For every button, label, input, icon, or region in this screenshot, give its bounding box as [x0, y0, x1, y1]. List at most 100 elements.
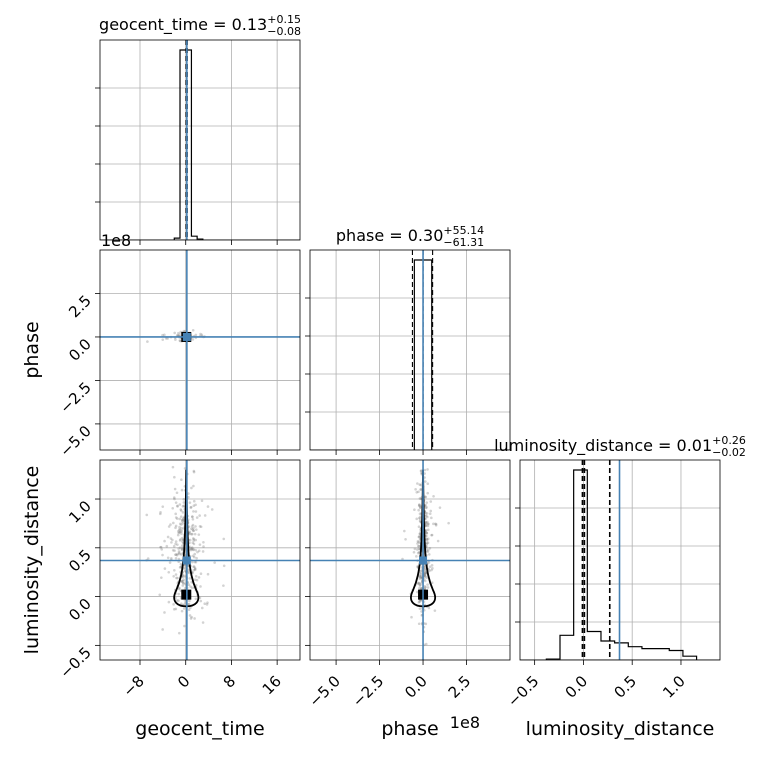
scatter-point	[163, 539, 166, 543]
truth-marker	[182, 556, 191, 565]
scatter-point	[194, 538, 198, 542]
scatter-point	[419, 505, 422, 509]
scatter-point	[192, 469, 196, 473]
hist-luminosity_distance-frame	[519, 459, 721, 661]
scatter-point	[417, 535, 421, 539]
scatter-point	[436, 539, 440, 543]
scatter-point	[189, 506, 193, 509]
scatter-point	[182, 501, 186, 504]
offset-text-phase-y: 1e8	[101, 231, 131, 250]
scatter-point	[159, 545, 163, 549]
scatter-point	[173, 549, 176, 552]
scatter-point	[177, 551, 181, 555]
title-luminosity_distance-main: luminosity_distance = 0.01	[494, 436, 712, 456]
scatter-point	[179, 509, 183, 512]
scatter-point	[427, 528, 430, 532]
scatter-point	[177, 531, 180, 535]
panel-10-frame	[99, 249, 301, 451]
scatter-point	[178, 566, 182, 569]
scatter-point	[424, 480, 427, 483]
scatter-point	[426, 524, 430, 528]
axes-luminosity_distance-vs-geocent_time	[95, 459, 301, 665]
scatter-point	[190, 547, 194, 551]
scatter-point	[426, 550, 430, 553]
scatter-point	[178, 333, 181, 337]
scatter-point	[181, 511, 185, 514]
scatter-point	[181, 584, 185, 587]
scatter-point	[190, 615, 193, 619]
scatter-point	[183, 624, 186, 628]
scatter-point	[420, 610, 423, 613]
scatter-point	[193, 567, 197, 571]
scatter-point	[169, 537, 173, 540]
xaxis-label-luminosity_distance: luminosity_distance	[526, 718, 715, 740]
scatter-point	[170, 556, 173, 560]
scatter-point	[173, 568, 176, 572]
scatter-point	[423, 568, 426, 571]
scatter-point	[167, 600, 171, 604]
scatter-point	[424, 585, 427, 589]
scatter-point	[187, 495, 190, 499]
scatter-point	[417, 540, 420, 544]
scatter-point	[184, 582, 187, 586]
scatter-point	[193, 617, 196, 620]
scatter-point	[418, 512, 422, 516]
scatter-point	[427, 553, 431, 556]
scatter-point	[419, 469, 423, 473]
scatter-point	[427, 522, 430, 526]
scatter-point	[199, 572, 203, 576]
scatter-point	[173, 497, 176, 501]
scatter-point	[197, 533, 201, 536]
scatter-point	[191, 548, 195, 552]
title-phase-main: phase = 0.30	[336, 226, 443, 245]
scatter-point	[192, 529, 195, 533]
scatter-point	[172, 544, 176, 548]
scatter-point	[206, 601, 209, 605]
scatter-point	[183, 574, 186, 578]
scatter-point	[419, 515, 422, 518]
offset-text-phase-x: 1e8	[450, 713, 480, 732]
scatter-point	[187, 583, 191, 587]
panel-21-frame	[309, 459, 511, 661]
scatter-point	[423, 586, 427, 590]
scatter-point	[198, 543, 202, 546]
scatter-point	[180, 532, 183, 535]
scatter-point	[172, 603, 175, 606]
scatter-point	[193, 566, 197, 570]
scatter-point	[188, 530, 192, 534]
scatter-point	[191, 537, 195, 540]
scatter-point	[191, 554, 195, 558]
xaxis-label-geocent_time: geocent_time	[135, 718, 264, 740]
scatter-point	[190, 532, 193, 536]
scatter-point	[167, 570, 171, 574]
scatter-point	[174, 573, 178, 576]
scatter-point	[420, 581, 423, 585]
scatter-point	[418, 586, 421, 590]
scatter-point	[415, 555, 418, 558]
scatter-point	[419, 488, 422, 491]
scatter-point	[425, 534, 428, 538]
title-phase-upper: +55.14	[443, 224, 484, 237]
scatter-point	[174, 516, 178, 519]
scatter-point	[182, 504, 186, 508]
scatter-point	[203, 602, 207, 605]
scatter-point	[192, 499, 196, 503]
scatter-point	[176, 552, 179, 556]
scatter-point	[416, 582, 420, 585]
scatter-point	[430, 568, 433, 572]
scatter-point	[180, 488, 184, 492]
truth-marker	[182, 332, 191, 341]
scatter-point	[192, 504, 196, 508]
scatter-point	[222, 584, 225, 587]
scatter-point	[188, 599, 191, 603]
scatter-point	[426, 583, 429, 586]
scatter-point	[195, 516, 199, 519]
scatter-point	[158, 593, 162, 597]
hist-axes-geocent_time	[95, 39, 301, 245]
scatter-point	[173, 475, 176, 479]
scatter-point	[174, 553, 178, 556]
scatter-point	[424, 571, 427, 574]
scatter-point	[171, 549, 175, 552]
scatter-point	[187, 570, 190, 574]
scatter-point	[432, 522, 435, 526]
